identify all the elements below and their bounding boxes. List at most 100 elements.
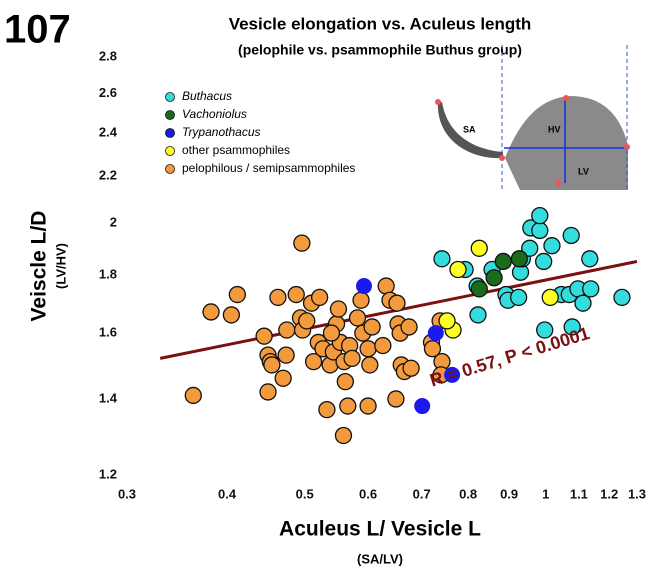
inset-figure: SA HV LV <box>435 45 630 190</box>
inset-point <box>563 95 569 101</box>
data-point <box>352 291 370 309</box>
data-point <box>423 340 442 358</box>
panel-label: 107 <box>4 8 71 52</box>
data-point <box>298 312 316 330</box>
data-point <box>469 306 487 324</box>
data-point <box>581 250 599 268</box>
y-tick-label: 1.8 <box>99 266 117 281</box>
legend-label: Buthacus <box>182 89 232 103</box>
data-point <box>343 349 361 368</box>
x-tick-label: 1.2 <box>600 486 618 501</box>
x-tick-label: 0.3 <box>118 486 136 501</box>
x-tick-label: 1.3 <box>628 486 646 501</box>
data-point <box>402 359 420 377</box>
data-point <box>263 356 281 374</box>
data-point <box>361 356 379 374</box>
data-point <box>444 366 461 383</box>
data-point <box>485 269 503 287</box>
data-point <box>521 239 539 257</box>
data-point <box>494 252 512 271</box>
inset-label: LV <box>578 166 589 176</box>
chart-title: Vesicle elongation vs. Aculeus length <box>229 14 532 33</box>
data-point <box>310 288 329 307</box>
data-point <box>228 285 246 304</box>
data-point <box>222 306 241 324</box>
data-point <box>563 318 581 336</box>
data-point <box>414 398 431 415</box>
data-point <box>509 288 528 307</box>
inset-aculeus <box>437 102 503 159</box>
data-point <box>531 221 549 240</box>
legend-label: other psammophiles <box>182 143 290 157</box>
data-point <box>449 260 467 279</box>
data-point <box>562 226 580 245</box>
x-axis-sublabel: (SA/LV) <box>357 551 403 566</box>
data-point <box>348 309 367 327</box>
data-point <box>259 383 277 401</box>
data-point <box>336 372 354 391</box>
legend-marker <box>165 164 175 174</box>
data-point <box>293 234 311 252</box>
y-tick-label: 2.2 <box>99 167 117 182</box>
data-point <box>438 312 456 330</box>
data-point <box>427 325 444 342</box>
legend-marker <box>165 110 175 120</box>
data-point <box>329 300 348 318</box>
inset-point <box>624 144 630 150</box>
data-point <box>304 352 323 371</box>
data-point <box>374 336 392 355</box>
data-point <box>470 239 488 257</box>
data-point <box>400 318 418 336</box>
data-point <box>318 400 336 419</box>
x-tick-label: 0.6 <box>359 486 377 501</box>
inset-point <box>435 99 441 105</box>
data-point <box>613 288 631 307</box>
data-point <box>277 346 295 364</box>
data-point <box>377 277 395 295</box>
y-tick-label: 1.4 <box>99 390 118 405</box>
data-point <box>274 369 292 387</box>
data-point <box>322 324 341 342</box>
data-point <box>388 294 406 312</box>
data-point <box>541 288 559 307</box>
chart-subtitle: (pelophile vs. psammophile Buthus group) <box>238 42 522 58</box>
inset-point <box>555 180 561 186</box>
data-point <box>470 280 488 298</box>
data-point <box>359 397 377 415</box>
y-tick-label: 1.6 <box>99 325 117 340</box>
data-point <box>359 340 377 358</box>
y-tick-label: 2.6 <box>99 85 117 100</box>
data-point <box>536 321 554 339</box>
legend-marker <box>165 146 175 156</box>
x-tick-label: 1 <box>542 486 549 501</box>
x-tick-label: 0.5 <box>296 486 314 501</box>
legend-marker <box>165 92 175 102</box>
data-point <box>582 280 600 298</box>
inset-point <box>499 155 505 161</box>
y-axis-label: Veiscle L/D <box>28 211 51 322</box>
data-point <box>334 426 353 445</box>
x-tick-label: 0.4 <box>218 486 237 501</box>
data-point <box>339 397 357 415</box>
data-point <box>184 386 202 405</box>
data-point <box>255 327 273 345</box>
y-axis-sublabel: (LV/HV) <box>53 243 68 289</box>
inset-body <box>505 96 628 190</box>
x-tick-label: 0.7 <box>413 486 431 501</box>
data-point <box>278 321 296 339</box>
data-point <box>387 390 405 408</box>
data-point <box>574 294 592 312</box>
data-point <box>363 318 381 336</box>
data-point <box>202 303 220 321</box>
data-point <box>287 285 305 304</box>
legend-marker <box>165 128 175 138</box>
data-point <box>510 250 529 268</box>
legend-label: pelophilous / semipsammophiles <box>182 161 355 175</box>
x-tick-label: 0.9 <box>500 486 518 501</box>
y-tick-label: 2 <box>110 214 117 229</box>
y-tick-label: 2.8 <box>99 48 117 63</box>
data-point <box>433 250 451 268</box>
x-tick-label: 0.8 <box>459 486 477 501</box>
data-point <box>535 252 553 271</box>
